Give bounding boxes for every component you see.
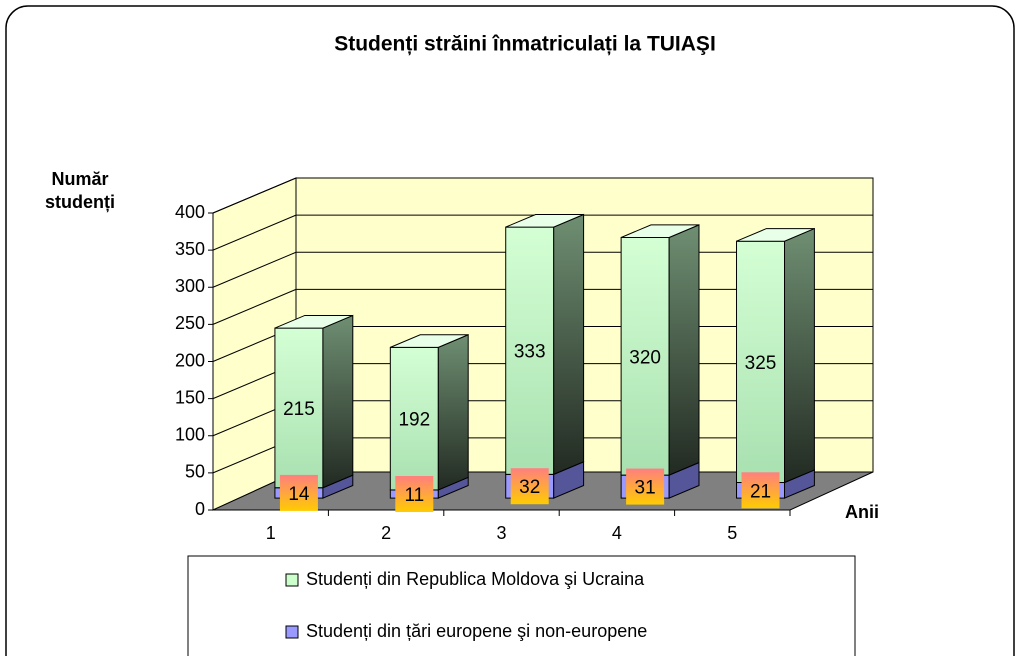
data-label: 11 <box>404 485 424 506</box>
x-tick-label: 3 <box>496 523 506 543</box>
chart-title: Studenți străini înmatriculați la TUIAŞI <box>334 33 716 56</box>
x-tick-label: 2 <box>381 523 391 543</box>
x-tick-label: 1 <box>266 523 276 543</box>
y-tick-label: 150 <box>175 387 205 407</box>
bar-top <box>505 213 584 228</box>
bar <box>505 226 555 475</box>
data-label-box <box>510 468 549 505</box>
x-tick-label: 4 <box>612 523 622 543</box>
bar-side <box>322 314 354 489</box>
data-label: 320 <box>629 347 661 368</box>
bar-top <box>390 334 469 348</box>
data-label: 14 <box>288 484 310 505</box>
data-label: 325 <box>745 353 777 374</box>
data-label: 31 <box>635 478 656 499</box>
bar-top <box>736 228 815 242</box>
grid-line <box>212 177 297 214</box>
legend-label: Studenți din Republica Moldova şi Ucrain… <box>306 569 645 589</box>
legend-label: Studenți din țări europene şi non-europe… <box>306 621 647 641</box>
bar-top <box>274 314 353 329</box>
data-label: 333 <box>514 342 546 363</box>
data-label-box <box>626 468 665 505</box>
data-label: 192 <box>398 410 430 431</box>
bar <box>620 236 670 476</box>
data-label: 32 <box>519 477 540 498</box>
y-tick-label: 50 <box>185 462 205 482</box>
bar-top <box>620 224 700 238</box>
x-tick-label: 5 <box>727 523 737 543</box>
data-label-box <box>741 472 780 509</box>
data-label-box <box>395 476 434 513</box>
y-tick-label: 350 <box>175 239 205 259</box>
data-label: 21 <box>750 481 771 502</box>
data-label: 215 <box>283 399 315 420</box>
y-tick-label: 200 <box>175 350 205 370</box>
y-tick-label: 300 <box>175 276 205 296</box>
bar-side <box>437 334 469 491</box>
y-axis-label: Număr studenți <box>45 169 115 212</box>
bar <box>389 346 439 491</box>
y-tick-label: 250 <box>175 313 205 333</box>
data-label-box <box>279 474 318 511</box>
x-axis-label: Anii <box>845 502 879 522</box>
bar-side <box>784 227 815 484</box>
bar-side <box>553 213 585 476</box>
bar-side <box>668 224 700 476</box>
y-tick-label: 100 <box>175 425 205 445</box>
grid-line <box>212 214 297 251</box>
legend <box>187 555 856 661</box>
legend-swatch <box>285 625 299 639</box>
grid-line <box>212 251 297 288</box>
bar <box>274 327 324 489</box>
y-tick-label: 400 <box>175 202 205 222</box>
grid-line <box>212 288 297 325</box>
y-tick-label: 0 <box>195 499 205 519</box>
legend-swatch <box>285 573 299 587</box>
